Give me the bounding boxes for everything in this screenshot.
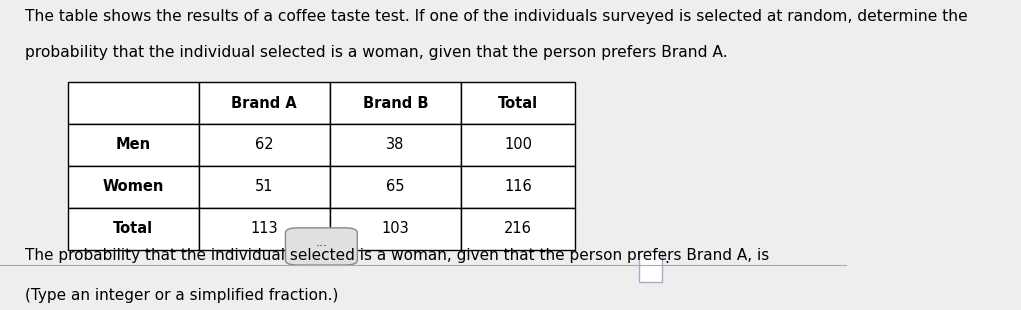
- Bar: [330, 82, 460, 124]
- Bar: [67, 124, 199, 166]
- Bar: [330, 208, 460, 250]
- Bar: [460, 166, 575, 208]
- Text: The probability that the individual selected is a woman, given that the person p: The probability that the individual sele…: [26, 248, 770, 263]
- Bar: [67, 208, 199, 250]
- Text: 216: 216: [504, 221, 532, 236]
- Bar: [199, 166, 330, 208]
- Text: Brand B: Brand B: [362, 95, 428, 111]
- Text: ···: ···: [315, 240, 328, 253]
- Text: Total: Total: [113, 221, 153, 236]
- Text: 103: 103: [382, 221, 409, 236]
- Text: The table shows the results of a coffee taste test. If one of the individuals su: The table shows the results of a coffee …: [26, 9, 968, 24]
- Bar: [199, 208, 330, 250]
- Bar: [67, 166, 199, 208]
- Text: 62: 62: [255, 137, 274, 153]
- Bar: [330, 166, 460, 208]
- Text: Brand A: Brand A: [232, 95, 297, 111]
- Bar: [199, 124, 330, 166]
- Bar: [460, 124, 575, 166]
- Bar: [67, 82, 199, 124]
- Bar: [460, 208, 575, 250]
- Text: 113: 113: [250, 221, 278, 236]
- Text: Total: Total: [498, 95, 538, 111]
- Text: 65: 65: [386, 179, 404, 194]
- Text: probability that the individual selected is a woman, given that the person prefe: probability that the individual selected…: [26, 45, 728, 60]
- Bar: [460, 82, 575, 124]
- Text: Women: Women: [102, 179, 164, 194]
- Bar: [638, 251, 663, 282]
- FancyBboxPatch shape: [286, 228, 357, 265]
- Bar: [199, 82, 330, 124]
- Text: (Type an integer or a simplified fraction.): (Type an integer or a simplified fractio…: [26, 288, 339, 303]
- Text: 51: 51: [255, 179, 274, 194]
- Bar: [330, 124, 460, 166]
- Text: .: .: [665, 251, 670, 266]
- Text: 116: 116: [504, 179, 532, 194]
- Text: 38: 38: [386, 137, 404, 153]
- Text: Men: Men: [115, 137, 151, 153]
- Text: 100: 100: [504, 137, 532, 153]
